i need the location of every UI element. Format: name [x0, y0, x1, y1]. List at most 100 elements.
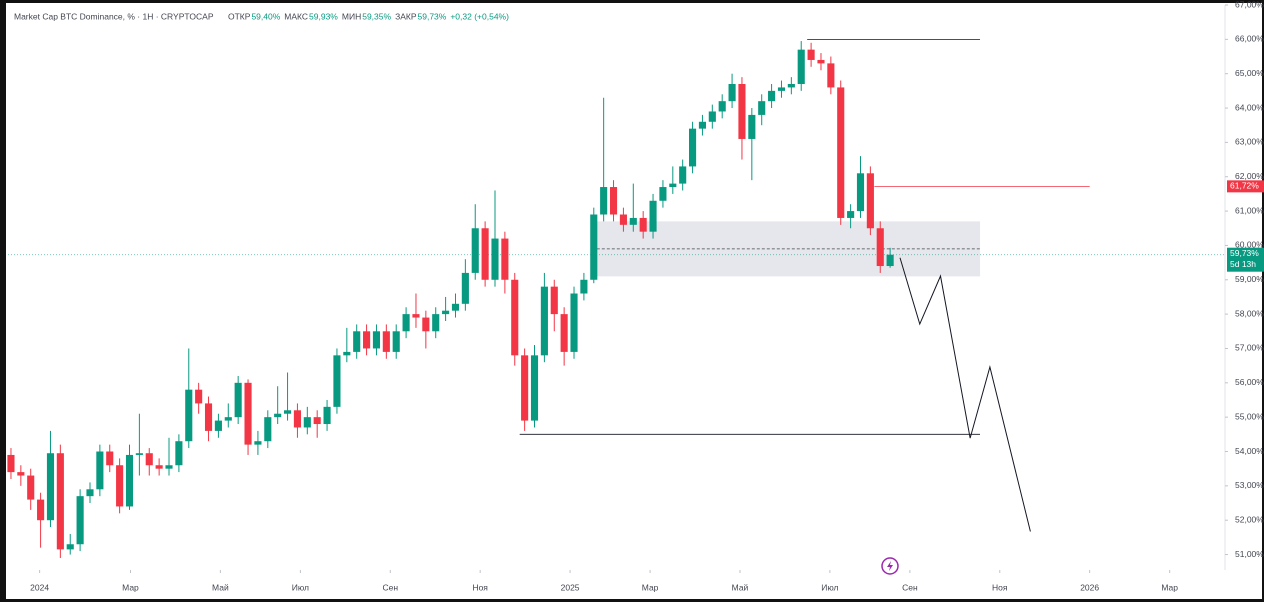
change: +0,32 (+0,54%)	[450, 11, 509, 21]
candle-body	[283, 410, 292, 414]
candle-body	[649, 200, 657, 232]
candle-body	[372, 331, 381, 349]
header: Market Cap BTC Dominance, % · 1Н · CRYPT…	[14, 11, 509, 21]
candle-body	[511, 279, 519, 356]
field-label: МИН	[342, 11, 361, 21]
candle-body	[323, 406, 331, 425]
candle-body	[609, 187, 618, 215]
candle-body	[530, 355, 539, 421]
y-tick-label: 62,00%	[1235, 171, 1264, 181]
field-label: МАКС	[284, 11, 308, 21]
candle-body	[797, 49, 805, 84]
candle-body	[56, 453, 64, 550]
candle-body	[689, 128, 697, 167]
projection-path	[899, 257, 1031, 532]
price-badge	[1227, 180, 1264, 193]
candle-body	[145, 453, 153, 466]
candle-body	[827, 63, 835, 88]
x-tick-label: Сен	[383, 582, 399, 592]
candle-body	[748, 114, 756, 139]
price-badge-label: 61,72%	[1230, 181, 1259, 191]
candle-body	[679, 166, 687, 184]
field-label: ОТКР	[228, 11, 251, 21]
candle-body	[886, 254, 894, 267]
candle-body	[125, 454, 134, 507]
candle-body	[402, 314, 410, 332]
candle-body	[501, 238, 509, 280]
candle-body	[353, 331, 361, 352]
field-value: 59,93%	[309, 11, 338, 21]
candle-body	[392, 331, 400, 352]
candle-body	[768, 90, 776, 102]
y-tick-label: 63,00%	[1235, 137, 1264, 147]
x-tick-label: Июл	[292, 582, 309, 592]
candle-body	[37, 499, 45, 521]
candle-body	[866, 173, 874, 229]
candle-body	[837, 87, 845, 218]
y-tick-label: 55,00%	[1235, 411, 1264, 421]
candle-body	[224, 417, 232, 421]
y-tick-label: 52,00%	[1235, 514, 1264, 524]
candle-body	[471, 228, 479, 273]
candle-body	[412, 314, 420, 318]
x-tick-label: Ноя	[992, 582, 1008, 592]
candle-body	[303, 417, 311, 428]
candle-body	[442, 310, 450, 315]
countdown: 5d 13h	[1230, 259, 1256, 269]
candle-body	[382, 331, 390, 352]
candle-body	[639, 217, 647, 232]
candle-body	[27, 475, 35, 500]
candle-body	[540, 286, 548, 356]
x-tick-label: Сен	[902, 582, 918, 592]
y-tick-label: 65,00%	[1235, 68, 1264, 78]
field-label: ЗАКР	[395, 11, 417, 21]
y-tick-label: 60,00%	[1235, 240, 1264, 250]
candle-body	[600, 187, 608, 215]
candle-body	[313, 417, 321, 425]
candle-body	[570, 293, 578, 352]
x-tick-label: 2026	[1080, 582, 1099, 592]
candle-body	[590, 214, 598, 280]
candle-body	[550, 286, 558, 315]
candle-body	[856, 173, 865, 212]
candle-body	[461, 272, 469, 304]
candle-body	[728, 83, 736, 102]
candle-body	[46, 453, 55, 521]
candle-body	[491, 238, 499, 280]
candle-body	[521, 355, 529, 421]
candle-body	[76, 496, 84, 545]
candle-body	[738, 83, 746, 139]
candle-body	[17, 472, 25, 476]
candle-body	[343, 351, 351, 356]
candle-body	[451, 303, 460, 311]
x-tick-label: 2025	[561, 582, 580, 592]
candle-body	[214, 420, 222, 431]
candle-body	[135, 453, 143, 455]
candle-body	[234, 382, 242, 418]
field-value: 59,40%	[251, 11, 280, 21]
field-value: 59,35%	[362, 11, 391, 21]
candle-body	[254, 441, 262, 445]
y-tick-label: 54,00%	[1235, 446, 1264, 456]
candle-body	[708, 111, 716, 122]
y-tick-label: 67,00%	[1235, 0, 1264, 9]
candle-body	[116, 465, 124, 507]
y-tick-label: 59,00%	[1235, 274, 1264, 284]
candle-body	[698, 121, 706, 129]
candle-body	[619, 214, 627, 225]
candle-body	[155, 465, 163, 469]
x-tick-label: Мар	[122, 582, 139, 592]
x-tick-label: 2024	[30, 582, 49, 592]
candle-body	[244, 382, 252, 445]
candle-body	[333, 355, 341, 407]
y-tick-label: 51,00%	[1235, 549, 1264, 559]
candle-body	[7, 454, 15, 473]
x-tick-label: Мар	[1161, 582, 1178, 592]
candle-body	[195, 389, 203, 404]
candle-body	[669, 183, 677, 188]
y-tick-label: 61,00%	[1235, 205, 1264, 215]
candle-body	[807, 49, 815, 60]
candle-body	[817, 59, 825, 64]
y-tick-label: 64,00%	[1235, 102, 1264, 112]
